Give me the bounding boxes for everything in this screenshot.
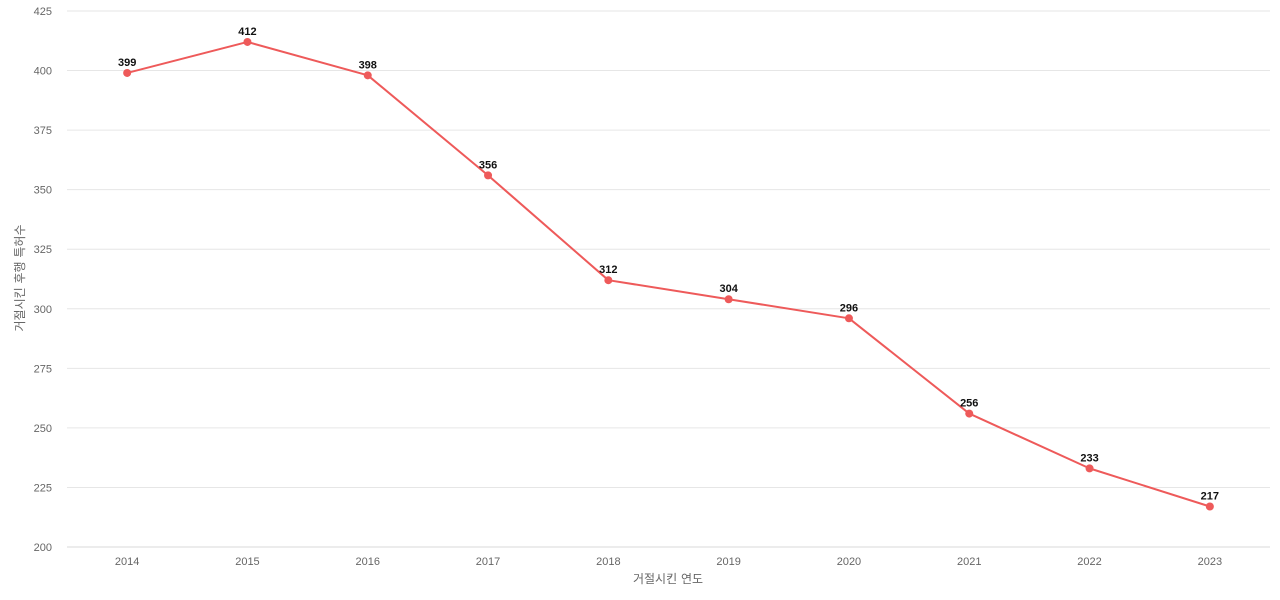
x-tick-label: 2017 [476, 556, 500, 568]
x-tick-label: 2016 [356, 556, 380, 568]
data-label: 296 [840, 302, 858, 314]
y-tick-label: 300 [34, 304, 52, 316]
data-point[interactable] [123, 68, 132, 77]
data-point[interactable] [1205, 502, 1214, 511]
y-axis-title: 거절시킨 후행 특허수 [12, 225, 27, 332]
data-label: 412 [238, 26, 256, 38]
x-axis-title: 거절시킨 연도 [633, 572, 703, 586]
y-tick-label: 400 [34, 66, 52, 78]
y-tick-label: 375 [34, 125, 52, 137]
y-tick-label: 325 [34, 244, 52, 256]
data-point[interactable] [1085, 464, 1094, 473]
data-point[interactable] [844, 314, 853, 323]
x-tick-label: 2018 [596, 556, 620, 568]
data-label: 256 [960, 398, 978, 410]
series-line [126, 40, 1211, 508]
data-label: 312 [599, 264, 617, 276]
x-tick-label: 2014 [115, 556, 139, 568]
y-axis-ticks: 200 225 250 275 300 325 350 375 400 425 [34, 6, 52, 554]
y-tick-label: 250 [34, 423, 52, 435]
x-tick-label: 2021 [957, 556, 981, 568]
data-label: 399 [118, 57, 136, 69]
y-tick-label: 275 [34, 363, 52, 375]
data-point[interactable] [243, 37, 252, 46]
data-label-layer: 399 412 398 356 312 304 296 256 233 217 [118, 26, 1219, 503]
y-tick-label: 225 [34, 482, 52, 494]
data-point[interactable] [724, 295, 733, 304]
data-label: 233 [1080, 452, 1098, 464]
x-tick-label: 2020 [837, 556, 861, 568]
data-point[interactable] [363, 71, 372, 80]
y-tick-label: 200 [34, 542, 52, 554]
data-point[interactable] [604, 276, 613, 285]
data-point[interactable] [965, 409, 974, 418]
data-label: 217 [1201, 491, 1219, 503]
x-axis-ticks: 2014 2015 2016 2017 2018 2019 2020 2021 2022 2023 [115, 556, 1222, 568]
grid-layer [67, 10, 1270, 548]
x-tick-label: 2023 [1198, 556, 1222, 568]
x-tick-label: 2019 [716, 556, 740, 568]
series-layer [123, 37, 1214, 511]
data-label: 304 [719, 283, 738, 295]
data-label: 356 [479, 159, 497, 171]
data-point[interactable] [484, 171, 493, 180]
x-tick-label: 2015 [235, 556, 259, 568]
x-tick-label: 2022 [1077, 556, 1101, 568]
y-tick-label: 350 [34, 185, 52, 197]
y-tick-label: 425 [34, 6, 52, 18]
data-label: 398 [359, 59, 377, 71]
